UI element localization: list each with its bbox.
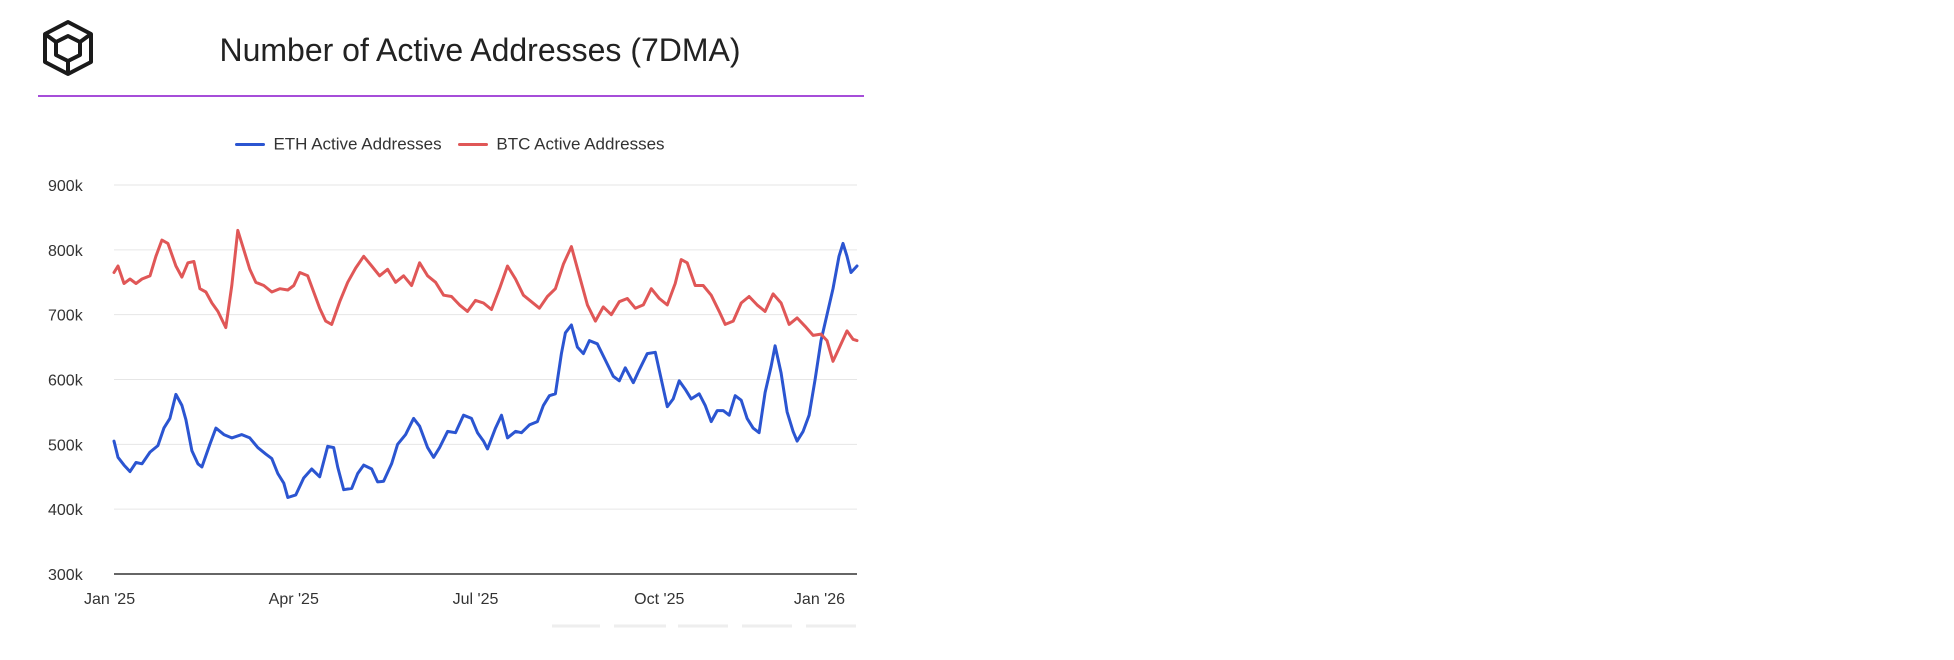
y-tick-label-500k: 500k <box>48 437 84 454</box>
legend-swatch-eth <box>235 143 266 147</box>
y-tick-label-700k: 700k <box>48 308 84 325</box>
legend-item-eth[interactable]: ETH Active Addresses <box>235 132 442 157</box>
y-tick-label-900k: 900k <box>48 178 84 195</box>
title-divider <box>38 95 864 97</box>
legend-swatch-btc <box>458 143 489 147</box>
y-tick-label-600k: 600k <box>48 373 84 390</box>
legend-item-btc[interactable]: BTC Active Addresses <box>458 132 665 157</box>
x-tick-label-2025-10-01: Oct '25 <box>634 591 684 608</box>
cube-logo-icon <box>38 18 98 78</box>
y-tick-label-300k: 300k <box>48 567 84 584</box>
series-line-btc <box>112 228 859 363</box>
y-tick-label-400k: 400k <box>48 502 84 519</box>
y-tick-label-800k: 800k <box>48 243 84 260</box>
x-tick-label-2025-04-01: Apr '25 <box>269 591 319 608</box>
legend-label-eth: ETH Active Addresses <box>273 134 442 154</box>
x-tick-label-2025-01-01: Jan '25 <box>84 591 135 608</box>
legend-label-btc: BTC Active Addresses <box>496 134 665 154</box>
page-title: Number of Active Addresses (7DMA) <box>219 32 741 68</box>
chart-legend: ETH Active Addresses BTC Active Addresse… <box>0 132 900 157</box>
x-tick-label-2026-01-01: Jan '26 <box>794 591 845 608</box>
series-line-eth <box>112 241 859 499</box>
x-tick-label-2025-07-01: Jul '25 <box>453 591 499 608</box>
